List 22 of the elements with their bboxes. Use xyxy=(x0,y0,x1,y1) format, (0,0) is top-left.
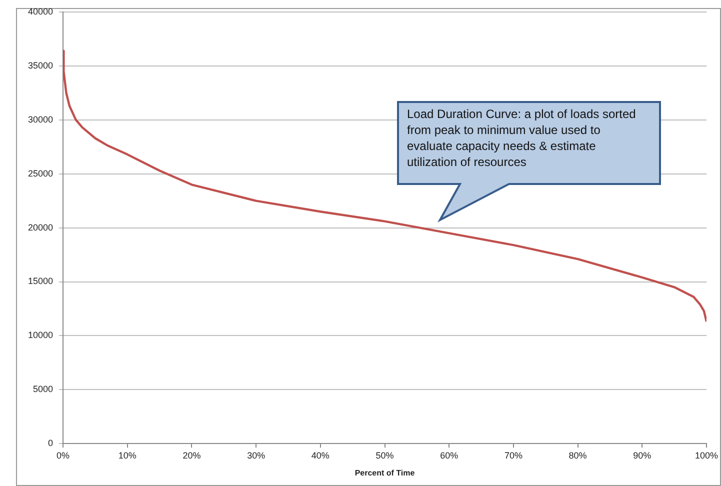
y-tick-label: 30000 xyxy=(28,114,54,124)
x-tick-label: 10% xyxy=(118,450,136,460)
x-tick-label: 100% xyxy=(694,450,718,460)
x-tick-label: 90% xyxy=(633,450,652,460)
y-tick-label: 20000 xyxy=(28,222,54,232)
x-tick-label: 70% xyxy=(504,450,522,460)
x-axis-title: Percent of Time xyxy=(354,468,416,478)
y-tick-label: 35000 xyxy=(28,60,54,70)
y-tick-label: 5000 xyxy=(32,384,54,394)
x-tick-label: 60% xyxy=(440,450,458,460)
y-tick-label: 0 xyxy=(48,438,54,448)
annotation: Load Duration Curve: a plot of loads sorted from peak to minimum value used to evaluate capacity needs & estimate utilization of resources xyxy=(407,106,637,170)
x-tick-label: 30% xyxy=(247,450,266,460)
x-tick-label: 20% xyxy=(182,450,201,460)
x-tick-label: 50% xyxy=(376,450,394,460)
y-tick-label: 10000 xyxy=(28,330,54,340)
x-tick-label: 0% xyxy=(56,450,70,460)
y-tick-label: 15000 xyxy=(28,276,54,286)
y-tick-label: 25000 xyxy=(28,168,54,178)
x-tick-label: 40% xyxy=(311,450,330,460)
x-tick-label: 80% xyxy=(568,450,587,460)
y-tick-label: 40000 xyxy=(28,6,54,16)
